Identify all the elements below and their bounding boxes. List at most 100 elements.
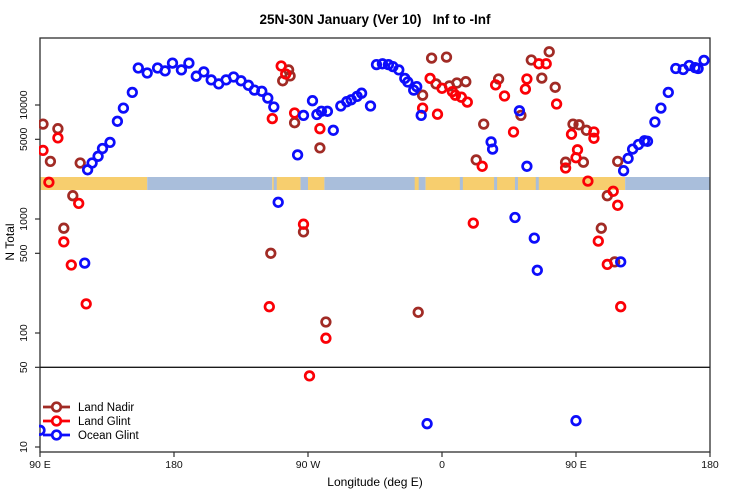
point-land-glint xyxy=(288,107,301,119)
x-tick-label: 0 xyxy=(439,459,445,471)
y-tick-label: 50 xyxy=(18,361,30,373)
point-land-glint xyxy=(80,298,92,310)
point-land-glint xyxy=(467,217,479,229)
axes: 90 E 180 90 W 0 90 E 180 10 50 100 500 1000 5000 100… xyxy=(18,37,719,471)
point-ocean-glint xyxy=(159,65,171,77)
point-land-glint xyxy=(476,160,488,172)
point-ocean-glint xyxy=(617,165,630,177)
point-ocean-glint xyxy=(39,424,46,436)
point-ocean-glint xyxy=(402,76,414,88)
point-ocean-glint xyxy=(521,160,533,172)
scatter-points xyxy=(39,46,710,436)
point-land-glint xyxy=(297,218,310,230)
point-ocean-glint xyxy=(117,102,130,114)
point-ocean-glint xyxy=(272,196,284,208)
point-land-glint xyxy=(519,83,532,95)
point-land-glint xyxy=(592,235,604,247)
point-ocean-glint xyxy=(509,211,521,224)
point-land-glint xyxy=(275,60,287,72)
point-land-nadir xyxy=(567,118,579,130)
point-land-glint xyxy=(588,126,600,138)
point-land-glint xyxy=(431,108,444,120)
point-ocean-glint xyxy=(376,58,389,70)
point-land-nadir xyxy=(559,156,572,168)
map-band-land-segment xyxy=(40,177,148,190)
point-ocean-glint xyxy=(256,85,268,97)
map-band-land-segment xyxy=(308,177,325,190)
point-ocean-glint xyxy=(327,124,339,136)
map-band-ocean-sliver xyxy=(535,177,539,190)
point-land-nadir xyxy=(543,46,555,58)
point-land-nadir xyxy=(320,316,332,328)
point-land-glint xyxy=(601,258,613,271)
map-band-ocean-segment xyxy=(625,177,710,190)
point-ocean-glint xyxy=(315,105,328,117)
point-ocean-glint xyxy=(513,105,526,117)
map-band-land-sliver xyxy=(414,177,419,190)
legend-label: Land Nadir xyxy=(78,402,134,414)
x-axis-title: Longitude (deg E) xyxy=(327,475,423,489)
point-ocean-glint xyxy=(421,418,433,430)
chart-title: 25N-30N January (Ver 10) Inf to -Inf xyxy=(259,12,491,27)
point-ocean-glint xyxy=(655,102,667,114)
point-land-glint xyxy=(436,82,448,94)
point-ocean-glint xyxy=(183,57,195,69)
point-land-nadir xyxy=(612,155,624,168)
y-tick-label: 1000 xyxy=(18,207,30,231)
point-ocean-glint xyxy=(393,64,405,76)
point-ocean-glint xyxy=(486,143,499,155)
point-land-glint xyxy=(43,176,55,188)
point-land-nadir xyxy=(265,247,277,259)
point-land-glint xyxy=(507,126,520,138)
map-band-ocean-sliver xyxy=(273,177,277,190)
point-land-nadir xyxy=(478,118,490,130)
point-ocean-glint xyxy=(321,105,334,117)
point-land-glint xyxy=(266,112,278,125)
point-ocean-glint xyxy=(297,109,310,122)
point-land-nadir xyxy=(573,119,585,131)
x-tick-label: 180 xyxy=(701,459,719,471)
point-ocean-glint xyxy=(291,149,304,161)
point-ocean-glint xyxy=(355,87,368,99)
point-ocean-glint xyxy=(262,92,274,104)
point-ocean-glint xyxy=(141,67,153,79)
point-ocean-glint xyxy=(641,135,654,147)
map-band xyxy=(40,177,710,190)
point-land-glint xyxy=(280,68,292,80)
point-land-nadir xyxy=(52,123,64,135)
point-land-nadir xyxy=(425,52,438,64)
point-land-glint xyxy=(607,185,619,197)
point-land-glint xyxy=(565,128,578,140)
point-land-nadir xyxy=(39,118,49,130)
point-land-glint xyxy=(39,144,49,157)
map-band-ocean-segment xyxy=(300,177,308,190)
point-land-glint xyxy=(303,370,316,382)
point-land-glint xyxy=(424,72,436,85)
point-land-nadir xyxy=(536,72,548,84)
point-land-glint xyxy=(570,152,582,164)
point-land-glint xyxy=(73,197,85,210)
point-land-nadir xyxy=(314,142,326,154)
point-ocean-glint xyxy=(86,157,98,169)
map-band-ocean-sliver xyxy=(494,177,498,190)
point-land-nadir xyxy=(440,51,453,63)
point-ocean-glint xyxy=(268,101,280,113)
point-land-glint xyxy=(498,90,511,102)
legend-label: Ocean Glint xyxy=(78,430,140,442)
y-tick-label: 100 xyxy=(18,324,30,342)
y-tick-label: 10000 xyxy=(18,90,30,119)
point-ocean-glint xyxy=(198,66,210,78)
plot-border xyxy=(39,37,711,453)
map-band-ocean-sliver xyxy=(514,177,518,190)
point-ocean-glint xyxy=(166,57,179,69)
point-ocean-glint xyxy=(415,109,427,122)
point-land-glint xyxy=(314,123,326,135)
point-ocean-glint xyxy=(132,62,144,74)
x-tick-label: 90 E xyxy=(565,459,587,471)
map-band-land-segment xyxy=(425,177,626,190)
point-ocean-glint xyxy=(96,142,109,155)
y-tick-label: 5000 xyxy=(18,127,30,151)
point-ocean-glint xyxy=(662,86,674,99)
point-land-glint xyxy=(489,79,502,91)
